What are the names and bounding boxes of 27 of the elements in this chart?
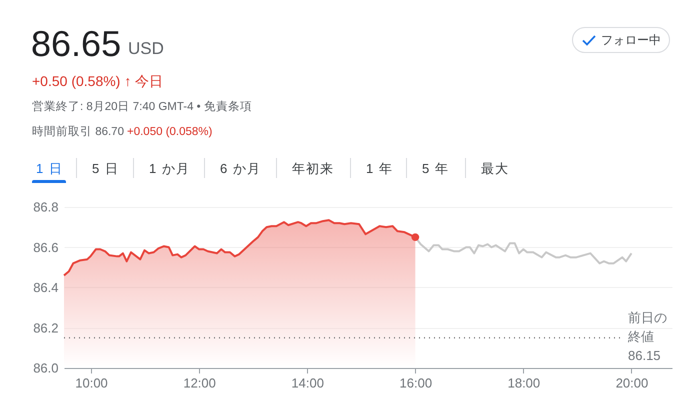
x-tick-label: 14:00: [291, 376, 324, 390]
text: 5 年: [422, 161, 449, 176]
text: 6 か月: [220, 161, 261, 176]
text: フォロー中: [601, 33, 661, 47]
chart-title: 86.65: [31, 23, 122, 64]
text: 時間前取引 86.70: [32, 126, 124, 138]
text: 営業終了: 8月20日 7:40 GMT-4 • 免責条項: [32, 101, 252, 114]
x-tick-label: 18:00: [508, 376, 540, 390]
y-tick-label: 86.2: [33, 320, 58, 336]
text: 1 日: [36, 161, 63, 176]
y-tick-label: 86.8: [33, 200, 58, 214]
y-tick-label: 86.6: [33, 240, 58, 255]
y-tick-label: 86.0: [33, 360, 58, 376]
text: 1 年: [366, 161, 393, 176]
x-tick-label: 10:00: [75, 376, 108, 390]
x-tick-label: 20:00: [616, 376, 648, 390]
y-tick-label: 86.4: [33, 280, 58, 295]
x-tick-label: 12:00: [183, 376, 216, 390]
text: 5 日: [92, 161, 119, 176]
text: USD: [128, 39, 164, 58]
text: 1 か月: [149, 161, 190, 176]
text: +0.050 (0.058%): [127, 126, 212, 138]
text: 最大: [481, 161, 509, 176]
text: +0.50 (0.58%) ↑ 今日: [32, 73, 164, 89]
x-tick-label: 16:00: [400, 376, 432, 390]
ref-line-label: 前日の終値86.15: [627, 310, 667, 363]
text: 年初来: [292, 161, 334, 176]
